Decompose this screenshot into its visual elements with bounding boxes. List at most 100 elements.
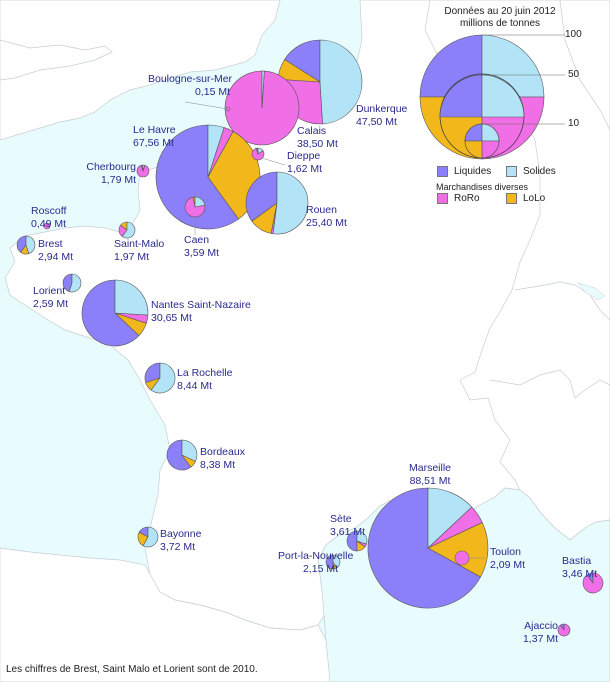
port-name: Marseille (408, 462, 451, 474)
legend-title: Données au 20 juin 2012 millions de tonn… (430, 6, 570, 30)
pie-cherbourg (136, 164, 150, 178)
pie-bordeaux (166, 439, 198, 471)
pie-bayonne (137, 526, 159, 548)
port-label-rouen: Rouen 25,40 Mt (306, 204, 347, 230)
port-name: Brest (38, 238, 63, 250)
label-leader-lines (184, 101, 485, 559)
port-value: 30,65 Mt (151, 312, 192, 324)
port-value: 3,46 Mt (562, 568, 598, 580)
pie-dieppe (251, 147, 265, 161)
port-value: 0,49 Mt (31, 218, 67, 230)
legend-label: Solides (523, 166, 556, 177)
port-value: 0,15 Mt (194, 86, 230, 98)
port-label-port-la-nouvelle: Port-la-Nouvelle 2,15 Mt (278, 550, 354, 576)
port-pies (16, 39, 604, 637)
scale-label-100: 100 (565, 29, 582, 40)
port-name: Bastia (562, 555, 592, 567)
port-name: Nantes Saint-Nazaire (151, 299, 251, 311)
footnote: Les chiffres de Brest, Saint Malo et Lor… (6, 664, 258, 675)
port-value: 2,15 Mt (302, 563, 338, 575)
port-label-bordeaux: Bordeaux 8,38 Mt (200, 446, 245, 472)
pie-toulon (454, 550, 470, 566)
port-value: 1,97 Mt (114, 251, 150, 263)
pie-roscoff (43, 222, 51, 230)
legend-title-line2: millions de tonnes (459, 18, 541, 29)
port-label-nantes: Nantes Saint-Nazaire 30,65 Mt (151, 299, 251, 325)
port-name: Ajaccio (524, 620, 558, 632)
port-label-le-havre: Le Havre 67,56 Mt (133, 124, 176, 150)
pie-s-te (346, 530, 368, 552)
pie-la-rochelle (144, 362, 176, 394)
port-label-toulon: Toulon 2,09 Mt (490, 546, 525, 572)
pie-ajaccio (557, 623, 571, 637)
port-label-brest: Brest 2,94 Mt (38, 238, 73, 264)
pie-port-la-nouvelle (325, 554, 341, 570)
port-label-ajaccio: Ajaccio 1,37 Mt (516, 620, 558, 646)
port-name: Toulon (490, 546, 521, 558)
port-label-caen: Caen 3,59 Mt (184, 234, 219, 260)
port-label-marseille: Marseille 88,51 Mt (400, 462, 460, 488)
port-label-cherbourg: Cherbourg 1,79 Mt (80, 161, 136, 187)
port-value: 3,59 Mt (184, 247, 220, 259)
port-value: 1,37 Mt (522, 633, 558, 645)
lake (577, 282, 606, 301)
port-label-sete: Sète 3,61 Mt (330, 513, 365, 539)
port-name: Rouen (306, 204, 337, 216)
legend-size-scale (419, 34, 565, 160)
land-great-britain (0, 0, 281, 141)
port-value: 47,50 Mt (356, 116, 397, 128)
roro-swatch (437, 193, 448, 204)
port-label-dunkerque: Dunkerque 47,50 Mt (356, 103, 407, 129)
pie-rouen (245, 171, 309, 235)
port-name: Roscoff (31, 205, 67, 217)
port-value: 1,79 Mt (100, 174, 136, 186)
port-label-bayonne: Bayonne 3,72 Mt (160, 528, 201, 554)
legend-item-solides: Solides (506, 166, 556, 177)
liquides-swatch (437, 166, 448, 177)
port-value: 3,72 Mt (160, 541, 196, 553)
port-name: Saint-Malo (114, 238, 165, 250)
scale-label-10: 10 (568, 118, 580, 129)
pie-calais (224, 70, 300, 146)
port-name: Bayonne (160, 528, 202, 540)
pie-brest (16, 235, 36, 255)
port-name: Boulogne-sur-Mer (148, 73, 233, 85)
port-value: 8,38 Mt (200, 459, 236, 471)
port-name: Bordeaux (200, 446, 245, 458)
port-value: 1,62 Mt (287, 163, 323, 175)
port-label-bastia: Bastia 3,46 Mt (562, 555, 597, 581)
legend-subtitle: Marchandises diverses (436, 182, 529, 192)
pie-saint-malo (118, 221, 136, 239)
pie-caen (184, 196, 206, 218)
port-name: Dieppe (287, 150, 321, 162)
port-label-roscoff: Roscoff 0,49 Mt (31, 205, 66, 231)
port-name: La Rochelle (177, 367, 233, 379)
pie-bastia (582, 572, 604, 594)
legend-label: Liquides (454, 166, 492, 177)
port-value: 3,61 Mt (330, 526, 366, 538)
port-name: Dunkerque (356, 103, 408, 115)
port-value: 2,09 Mt (490, 559, 526, 571)
lolo-swatch (506, 193, 517, 204)
port-value: 8,44 Mt (177, 380, 213, 392)
legend-item-roro: RoRo (437, 193, 480, 204)
scale-label-50: 50 (568, 69, 580, 80)
pie-marseille (367, 487, 489, 609)
legend-label: LoLo (523, 193, 546, 204)
port-name: Cherbourg (86, 161, 136, 173)
legend-item-liquides: Liquides (437, 166, 491, 177)
port-label-boulogne: Boulogne-sur-Mer 0,15 Mt (148, 73, 233, 99)
solides-swatch (506, 166, 517, 177)
port-name: Calais (297, 125, 327, 137)
port-value: 67,56 Mt (133, 137, 174, 149)
port-label-calais: Calais 38,50 Mt (297, 125, 338, 151)
port-name: Le Havre (133, 124, 176, 136)
port-label-saint-malo: Saint-Malo 1,97 Mt (114, 238, 164, 264)
port-name: Caen (184, 234, 210, 246)
port-value: 88,51 Mt (409, 475, 451, 487)
port-name: Port-la-Nouvelle (278, 550, 354, 562)
legend-label: RoRo (454, 193, 480, 204)
port-value: 2,94 Mt (38, 251, 74, 263)
border-lines (424, 0, 610, 491)
